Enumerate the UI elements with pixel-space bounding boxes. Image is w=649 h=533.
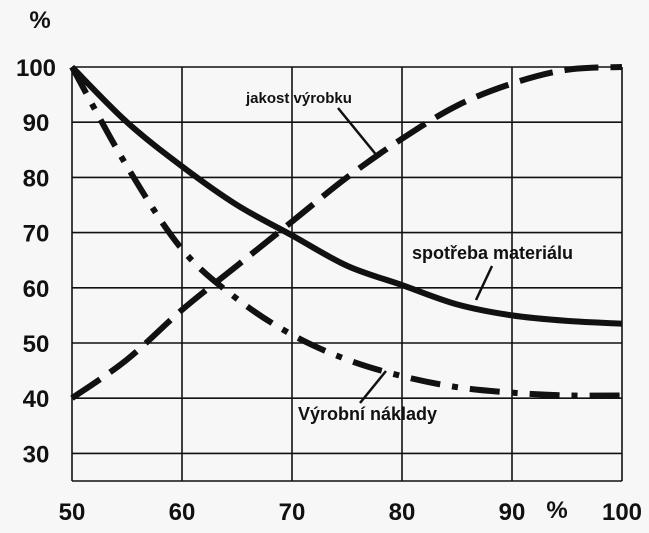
x-tick-label-2: 70 (279, 499, 306, 526)
y-tick-label-5: 50 (23, 331, 50, 358)
y-tick-label-4: 60 (23, 276, 50, 303)
leader-line-spotreba (474, 265, 494, 301)
leader-line-jakost (337, 107, 379, 158)
leader-line-naklady (359, 370, 387, 404)
x-tick-label-5: 100 (602, 499, 642, 526)
label-vyrobni-naklady: Výrobní náklady (298, 404, 437, 424)
series-line-2 (69, 65, 623, 399)
y-tick-label-3: 70 (23, 221, 50, 248)
y-tick-label-2: 80 (23, 165, 50, 192)
x-tick-label-1: 60 (169, 499, 196, 526)
label-jakost-vyrobku: jakost výrobku (245, 90, 352, 107)
y-tick-label-6: 40 (23, 386, 50, 413)
x-tick-label-0: 50 (59, 499, 86, 526)
chart-grid (71, 66, 623, 482)
y-tick-label-7: 30 (23, 441, 50, 468)
tick-labels: 50 60 70 80 90 100 100 90 80 70 60 50 40 30 (16, 55, 642, 526)
series-line-1 (69, 64, 623, 327)
label-spotreba-materialu: spotřeba materiálu (412, 243, 573, 263)
series-line-0 (70, 64, 623, 401)
series-layer (69, 64, 623, 401)
y-tick-label-0: 100 (16, 55, 56, 82)
x-tick-label-3: 80 (389, 499, 416, 526)
x-tick-label-4: 90 (499, 499, 526, 526)
y-axis-unit: % (29, 7, 50, 34)
x-axis-unit: % (546, 497, 567, 524)
y-tick-label-1: 90 (23, 110, 50, 137)
